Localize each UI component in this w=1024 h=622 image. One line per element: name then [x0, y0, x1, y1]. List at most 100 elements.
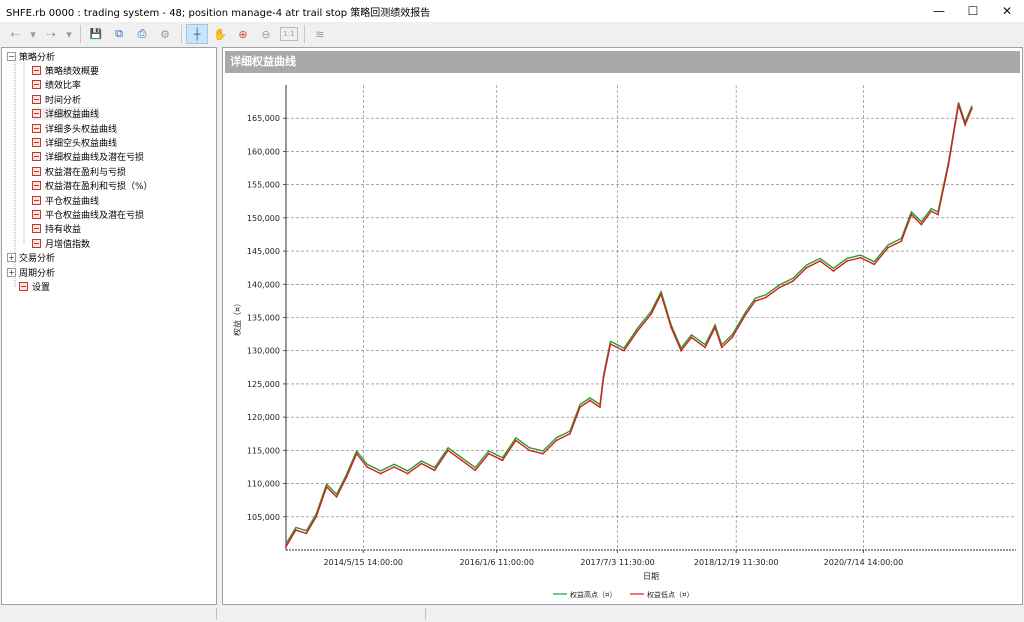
data-point [745, 313, 747, 316]
series-line-equity-low [285, 104, 973, 548]
tree-node-period-analysis[interactable]: + 周期分析 [7, 266, 55, 279]
tree-item-label: 权益潜在盈利与亏损 [45, 167, 127, 178]
data-point [589, 399, 591, 402]
data-point [873, 263, 876, 266]
forward-icon[interactable]: ⇢ [46, 27, 56, 41]
zoom-out-icon[interactable]: ⊖ [261, 27, 271, 41]
window-titlebar: SHFE.rb 0000 : trading system - 48; posi… [0, 0, 1024, 22]
status-divider [425, 608, 426, 620]
tree-node-strategy-analysis[interactable]: − 策略分析 [7, 50, 55, 63]
data-point [433, 469, 436, 472]
data-point [910, 213, 913, 216]
data-point [569, 432, 571, 435]
data-point [623, 349, 625, 352]
data-point [542, 452, 544, 455]
settings-gear-icon[interactable]: ⚙ [160, 27, 170, 41]
data-point [379, 472, 382, 475]
x-tick-label: 2018/12/19 11:30:00 [694, 558, 779, 567]
data-point [315, 515, 318, 518]
collapse-toggle-icon[interactable]: − [7, 52, 16, 61]
data-point [714, 326, 716, 329]
tree-item[interactable]: 详细空头权益曲线 [32, 136, 117, 149]
tree-item[interactable]: 平仓权益曲线及潜在亏损 [32, 208, 144, 221]
x-tick-label: 2017/7/3 11:30:00 [580, 558, 654, 567]
tree-item[interactable]: 持有收益 [32, 222, 81, 235]
data-point [514, 439, 517, 442]
toolbar-separator [181, 25, 182, 43]
tree-item[interactable]: 策略绩效概要 [32, 64, 99, 77]
data-point [731, 336, 734, 339]
back-icon[interactable]: ⇠ [10, 27, 20, 41]
tree-item[interactable]: 权益潜在盈利与亏损 [32, 165, 126, 178]
report-page-icon [32, 224, 41, 234]
data-point [819, 260, 822, 262]
tree-item[interactable]: 详细权益曲线及潜在亏损 [32, 150, 144, 163]
tree-node-label: 交易分析 [19, 254, 56, 264]
report-page-icon [32, 123, 41, 133]
tree-item[interactable]: 详细权益曲线 [32, 107, 100, 121]
tree-item-label: 权益潜在盈利和亏损（%） [45, 182, 153, 193]
equity-curve-chart[interactable]: 105,000 110,000 115,000 120,000 125,000 130,0… [223, 48, 1024, 606]
tree-item-label: 时间分析 [45, 95, 82, 106]
report-page-icon [32, 238, 41, 248]
tree-item-label: 详细权益曲线及潜在亏损 [45, 153, 145, 164]
data-point [920, 223, 923, 226]
tree-item[interactable]: 月增值指数 [32, 237, 90, 250]
zoom-reset-icon[interactable]: 1:1 [280, 27, 298, 41]
series-line-equity-high [285, 102, 973, 545]
zoom-in-icon[interactable]: ⊕ [238, 27, 248, 41]
data-point [971, 107, 973, 110]
tree-item[interactable]: 绩效比率 [32, 78, 81, 91]
y-tick-label: 125,000 [247, 380, 280, 389]
tree-item[interactable]: 时间分析 [32, 93, 81, 106]
maximize-button[interactable]: ☐ [967, 4, 979, 18]
expand-toggle-icon[interactable]: + [7, 268, 16, 277]
report-page-icon [32, 195, 41, 205]
settings-page-icon [19, 282, 28, 291]
data-point [670, 326, 672, 329]
y-tick-label: 165,000 [247, 114, 280, 123]
data-point [886, 246, 889, 249]
close-button[interactable]: ✕ [1001, 4, 1013, 18]
data-point [937, 213, 939, 216]
chart-style-icon[interactable]: ≋ [315, 27, 325, 41]
pan-hand-icon[interactable]: ✋ [213, 27, 227, 41]
expand-toggle-icon[interactable]: + [7, 253, 16, 262]
legend-label-low: 权益低点（¤） [647, 590, 693, 599]
copy-icon[interactable]: ⧉ [115, 27, 123, 40]
y-tick-label: 115,000 [247, 446, 280, 455]
data-point [355, 452, 358, 455]
tree-item[interactable]: 权益潜在盈利和亏损（%） [32, 179, 153, 192]
toolbar: ⇠ ▾ ⇢ ▾ 💾 ⧉ ⎙ ⚙ ┼ ✋ ⊕ ⊖ 1:1 ≋ [0, 22, 1024, 46]
data-point [704, 346, 706, 349]
tree-item[interactable]: 平仓权益曲线 [32, 194, 99, 207]
data-point [420, 462, 423, 465]
tree-node-trade-analysis[interactable]: + 交易分析 [7, 251, 55, 264]
data-point [602, 376, 605, 379]
y-tick-label: 140,000 [247, 280, 280, 289]
tree-item-label: 策略绩效概要 [45, 67, 100, 77]
back-dropdown-icon[interactable]: ▾ [30, 27, 36, 41]
data-point [487, 452, 490, 455]
window-title: SHFE.rb 0000 : trading system - 48; posi… [6, 7, 431, 19]
data-point [555, 439, 558, 442]
y-tick-label: 150,000 [247, 214, 280, 223]
data-point [528, 449, 531, 452]
toolbar-separator [80, 25, 81, 43]
tree-node-settings[interactable]: 设置 [19, 280, 50, 293]
forward-dropdown-icon[interactable]: ▾ [66, 27, 72, 41]
tree-item-label: 详细多头权益曲线 [45, 124, 118, 135]
crosshair-cursor-icon[interactable]: ┼ [186, 24, 208, 44]
tree-item-label: 详细空头权益曲线 [45, 139, 118, 149]
print-icon[interactable]: ⎙ [137, 27, 147, 40]
minimize-button[interactable]: — [933, 4, 945, 18]
report-page-icon [32, 210, 41, 219]
tree-item-label: 详细权益曲线 [45, 110, 100, 121]
x-tick-label: 2016/1/6 11:00:00 [460, 558, 534, 567]
save-icon[interactable]: 💾 [89, 28, 103, 40]
tree-item[interactable]: 详细多头权益曲线 [32, 122, 117, 135]
tree-node-label: 周期分析 [19, 269, 56, 279]
tree-node-label: 策略分析 [19, 53, 56, 63]
x-tick-label: 2020/7/14 14:00:00 [824, 558, 904, 567]
toolbar-separator [304, 25, 305, 43]
